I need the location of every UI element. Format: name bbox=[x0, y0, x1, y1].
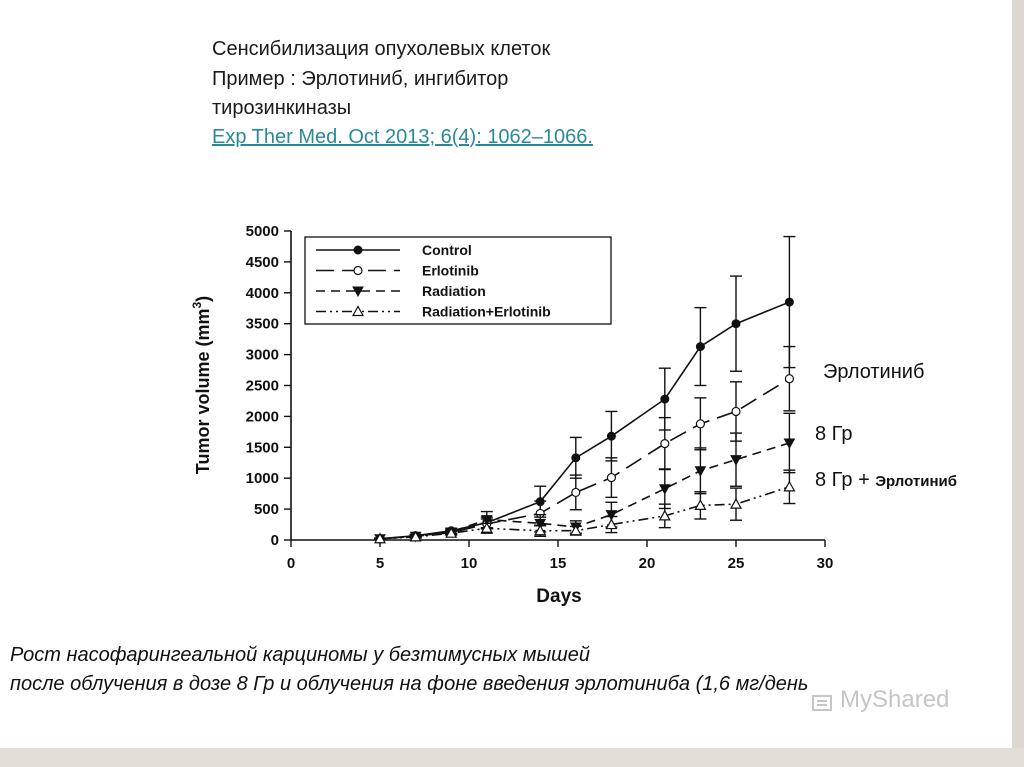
y-tick-label: 5000 bbox=[246, 223, 279, 240]
data-point-control bbox=[660, 394, 670, 404]
annotation-combination-suffix: Эрлотиниб bbox=[875, 473, 958, 490]
x-tick-label: 20 bbox=[639, 555, 656, 572]
chart-series bbox=[373, 235, 796, 545]
y-tick-label: 4000 bbox=[246, 285, 279, 302]
annotation-combination-prefix: 8 Гр + bbox=[815, 469, 870, 491]
annotation-combination: 8 Гр + Эрлотиниб bbox=[815, 469, 957, 492]
y-axis-label: Tumor volume (mm3) bbox=[190, 296, 213, 474]
data-point-radiation-erlotinib bbox=[569, 524, 582, 536]
header-title-line-2: Пример : Эрлотиниб, ингибитор bbox=[212, 68, 509, 90]
data-point-radiation-erlotinib bbox=[605, 518, 618, 530]
data-point-erlotinib bbox=[571, 487, 581, 498]
y-axis-label-superscript: 3 bbox=[190, 302, 204, 309]
legend-label-control: Control bbox=[422, 242, 472, 258]
x-tick-label: 30 bbox=[817, 555, 834, 572]
data-point-control bbox=[784, 297, 794, 307]
legend-marker-erlotinib bbox=[353, 265, 363, 276]
y-tick-label: 0 bbox=[271, 532, 279, 549]
y-tick-label: 2500 bbox=[246, 378, 279, 395]
x-tick-label: 0 bbox=[287, 555, 295, 572]
x-tick-label: 15 bbox=[550, 555, 567, 572]
series-line-radiation bbox=[379, 442, 790, 540]
caption-line-2: после облучения в дозе 8 Гр и облучения … bbox=[10, 673, 809, 695]
data-point-radiation-erlotinib bbox=[694, 499, 707, 510]
data-point-radiation-erlotinib bbox=[729, 497, 743, 509]
header-title-line-3: тирозинкиназы bbox=[212, 97, 352, 119]
legend-marker-radiation-erlotinib bbox=[351, 305, 365, 317]
x-tick-label: 5 bbox=[376, 555, 384, 572]
data-point-control bbox=[695, 342, 705, 352]
y-tick-label: 500 bbox=[254, 501, 279, 518]
data-point-erlotinib bbox=[784, 374, 795, 384]
data-point-radiation bbox=[534, 518, 547, 530]
series-line-radiation-erlotinib bbox=[379, 486, 790, 540]
series-radiation-erlotinib bbox=[373, 469, 796, 544]
data-point-radiation-erlotinib bbox=[409, 530, 422, 542]
y-axis-label-close: ) bbox=[193, 296, 213, 302]
data-point-radiation bbox=[730, 455, 742, 466]
data-point-radiation bbox=[658, 484, 671, 495]
series-erlotinib bbox=[374, 345, 796, 544]
legend-marker-control bbox=[353, 245, 363, 255]
x-tick-label: 10 bbox=[461, 555, 478, 572]
chart-legend: Control Erlotinib Radiation Radiation+Erlot… bbox=[304, 236, 612, 325]
data-point-radiation-erlotinib bbox=[783, 480, 796, 492]
data-point-erlotinib bbox=[695, 419, 706, 429]
watermark: MyShared bbox=[840, 686, 950, 713]
reference-link[interactable]: Exp Ther Med. Oct 2013; 6(4): 1062–1066. bbox=[212, 126, 593, 148]
annotation-erlotinib: Эрлотиниб bbox=[823, 361, 925, 383]
watermark-logo-icon bbox=[812, 695, 832, 711]
y-tick-label: 1500 bbox=[246, 439, 279, 456]
data-point-radiation bbox=[605, 510, 618, 521]
series-line-control bbox=[379, 301, 790, 540]
data-point-radiation bbox=[694, 466, 707, 477]
data-point-erlotinib bbox=[606, 472, 617, 483]
data-point-radiation bbox=[783, 438, 796, 450]
data-point-control bbox=[606, 431, 616, 441]
caption-line-1: Рост насофарингеальной карциномы у безти… bbox=[10, 644, 591, 666]
y-tick-label: 2000 bbox=[246, 408, 279, 425]
header-title-line-1: Сенсибилизация опухолевых клеток bbox=[212, 38, 551, 60]
data-point-control bbox=[731, 319, 741, 329]
legend-label-erlotinib: Erlotinib bbox=[422, 263, 479, 279]
chart-axes: 0 500 1000 1500 2000 2500 3000 3500 4000 4500 5000… bbox=[246, 223, 834, 572]
y-tick-label: 3500 bbox=[246, 316, 279, 333]
y-tick-label: 3000 bbox=[246, 347, 279, 364]
slide-border-bottom bbox=[0, 748, 1024, 767]
data-point-radiation-erlotinib bbox=[445, 526, 458, 538]
data-point-radiation-erlotinib bbox=[658, 509, 671, 521]
legend-label-radiation-erlotinib: Radiation+Erlotinib bbox=[422, 304, 551, 320]
y-tick-label: 4500 bbox=[246, 254, 279, 271]
data-point-control bbox=[571, 453, 581, 463]
y-axis-label-text: Tumor volume (mm bbox=[193, 309, 213, 475]
data-point-radiation-erlotinib bbox=[373, 532, 387, 544]
data-point-erlotinib bbox=[731, 406, 741, 417]
series-line-erlotinib bbox=[379, 378, 790, 540]
data-point-radiation-erlotinib bbox=[534, 524, 547, 536]
data-point-radiation bbox=[480, 515, 493, 526]
legend-marker-radiation bbox=[352, 286, 364, 298]
slide-border-right bbox=[1012, 0, 1024, 767]
data-point-erlotinib bbox=[660, 438, 670, 449]
annotation-radiation: 8 Гр bbox=[815, 423, 853, 445]
legend-label-radiation: Radiation bbox=[422, 283, 486, 299]
slide bbox=[0, 0, 1012, 748]
x-axis-label: Days bbox=[536, 586, 581, 607]
y-tick-label: 1000 bbox=[246, 470, 279, 487]
series-radiation bbox=[374, 412, 796, 545]
data-point-radiation-erlotinib bbox=[480, 522, 493, 533]
x-tick-label: 25 bbox=[728, 555, 745, 572]
